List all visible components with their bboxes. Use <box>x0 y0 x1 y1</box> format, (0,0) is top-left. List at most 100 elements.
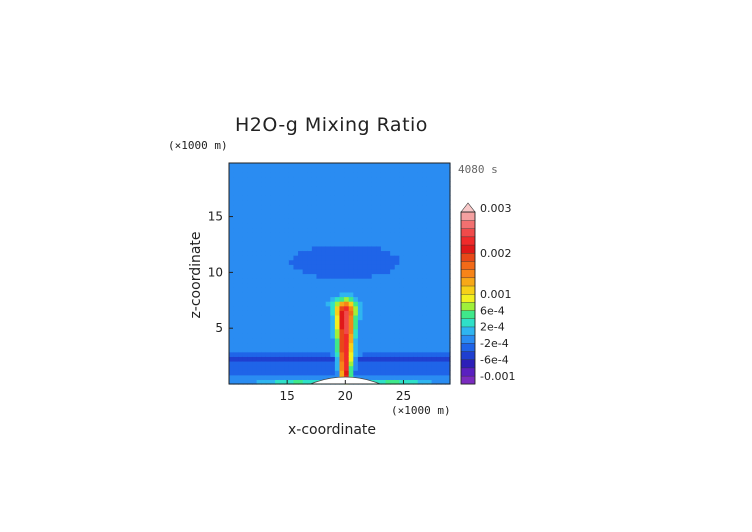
heatmap-cell <box>321 264 327 270</box>
heatmap-cell <box>334 245 341 252</box>
heatmap-cell <box>298 186 304 192</box>
heatmap-cell <box>362 365 368 371</box>
heatmap-cell <box>403 268 410 275</box>
heatmap-cell <box>247 287 253 293</box>
heatmap-cell <box>431 374 437 380</box>
heatmap-cell <box>380 296 387 302</box>
heatmap-cell <box>436 296 442 302</box>
heatmap-cell <box>371 181 377 187</box>
colorbar-extend-triangle <box>460 202 476 213</box>
heatmap-cell <box>436 227 442 233</box>
heatmap-cell <box>376 213 382 219</box>
heatmap-cell <box>385 337 391 344</box>
heatmap-cell <box>422 181 428 187</box>
heatmap-cell <box>275 370 281 376</box>
heatmap-cell <box>357 310 364 316</box>
heatmap-cell <box>279 287 285 293</box>
heatmap-cell <box>403 296 410 302</box>
heatmap-cell <box>270 273 276 279</box>
heatmap-cell <box>270 167 276 173</box>
heatmap-cell <box>403 337 410 344</box>
heatmap-cell <box>270 360 276 367</box>
heatmap-cell <box>330 360 336 367</box>
heatmap-cell <box>357 172 364 178</box>
heatmap-cell <box>394 232 400 238</box>
heatmap-cell <box>325 255 331 261</box>
heatmap-cell <box>307 268 313 275</box>
heatmap-cell <box>385 310 391 316</box>
heatmap-cell <box>288 374 295 380</box>
heatmap-cell <box>399 278 405 284</box>
heatmap-cell <box>252 342 258 348</box>
heatmap-cell <box>413 374 419 380</box>
heatmap-cell <box>376 167 382 173</box>
heatmap-cell <box>275 259 281 265</box>
heatmap-cell <box>252 232 258 238</box>
heatmap-cell <box>362 227 368 233</box>
heatmap-cell <box>403 324 410 330</box>
heatmap-cell <box>252 291 258 298</box>
heatmap-cell <box>311 195 318 201</box>
heatmap-cell <box>321 305 327 311</box>
heatmap-cell <box>229 319 235 325</box>
heatmap-cell <box>422 360 428 367</box>
heatmap-cell <box>380 268 387 275</box>
heatmap-cell <box>302 186 308 192</box>
heatmap-cell <box>307 172 313 178</box>
heatmap-cell <box>247 296 253 302</box>
heatmap-cell <box>357 213 364 219</box>
heatmap-cell <box>367 351 373 357</box>
heatmap-cell <box>321 360 327 367</box>
heatmap-cell <box>256 301 262 307</box>
heatmap-cell <box>238 273 244 279</box>
heatmap-cell <box>440 218 446 224</box>
heatmap-cell <box>316 314 322 321</box>
heatmap-cell <box>399 167 405 173</box>
heatmap-cell <box>256 347 262 353</box>
heatmap-cell <box>275 181 281 187</box>
heatmap-cell <box>233 347 239 353</box>
heatmap-cell <box>307 199 313 206</box>
heatmap-cell <box>436 268 442 275</box>
heatmap-cell <box>385 351 391 357</box>
heatmap-cell <box>344 301 350 307</box>
heatmap-cell <box>357 291 364 298</box>
heatmap-cell <box>339 342 345 348</box>
heatmap-cell <box>275 324 281 330</box>
heatmap-cell <box>325 218 331 224</box>
heatmap-cell <box>265 218 272 224</box>
heatmap-cell <box>408 324 414 330</box>
heatmap-cell <box>385 232 391 238</box>
heatmap-cell <box>242 319 249 325</box>
heatmap-cell <box>256 190 262 196</box>
y-tick-label: 5 <box>215 321 223 335</box>
heatmap-cell <box>362 264 368 270</box>
heatmap-cell <box>229 374 235 380</box>
heatmap-cell <box>376 291 382 298</box>
heatmap-cell <box>445 296 451 302</box>
heatmap-cell <box>371 370 377 376</box>
heatmap-cell <box>440 319 446 325</box>
heatmap-cell <box>362 213 368 219</box>
heatmap-cell <box>298 176 304 183</box>
heatmap-cell <box>348 305 354 311</box>
heatmap-cell <box>265 167 272 173</box>
heatmap-cell <box>284 218 290 224</box>
heatmap-cell <box>284 268 290 275</box>
heatmap-cell <box>339 328 345 334</box>
heatmap-cell <box>413 245 419 252</box>
heatmap-cell <box>380 222 387 229</box>
heatmap-cell <box>390 287 396 293</box>
heatmap-cell <box>307 370 313 376</box>
heatmap-cell <box>385 282 391 288</box>
heatmap-cell <box>238 255 244 261</box>
heatmap-cell <box>344 181 350 187</box>
heatmap-cell <box>422 195 428 201</box>
heatmap-cell <box>256 245 262 252</box>
heatmap-cell <box>417 356 423 362</box>
heatmap-cell <box>265 213 272 219</box>
heatmap-cell <box>284 278 290 284</box>
heatmap-cell <box>371 259 377 265</box>
heatmap-cell <box>376 236 382 242</box>
heatmap-cell <box>426 255 433 261</box>
